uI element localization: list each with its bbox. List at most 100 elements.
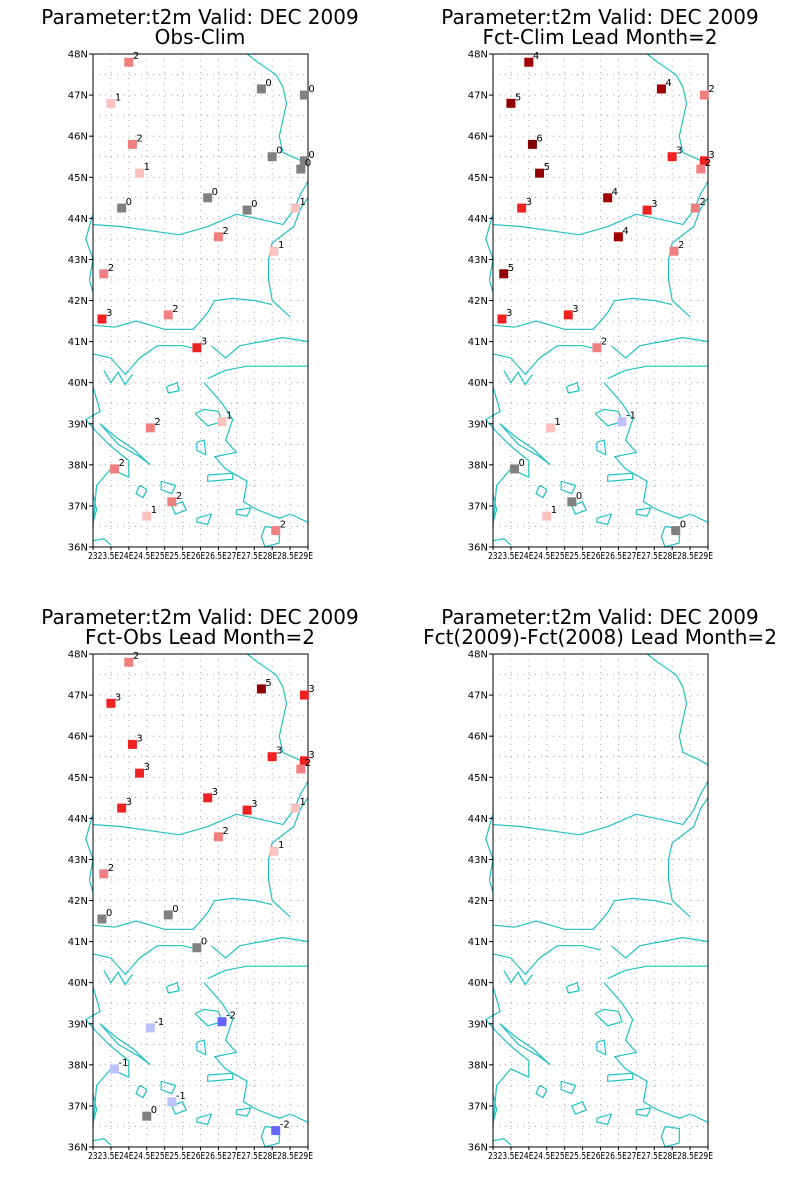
coastline (92, 1093, 98, 1123)
station-value-label: 4 (612, 187, 618, 198)
lat-tick-label: 42N (468, 296, 488, 307)
station-value-label: 2 (133, 51, 139, 62)
station-value-label: 5 (515, 92, 521, 103)
lat-tick-label: 37N (468, 501, 488, 512)
station-marker (99, 869, 109, 879)
coastline (92, 1138, 112, 1146)
station-marker (563, 310, 573, 320)
station-value-label: 4 (533, 51, 539, 62)
lat-tick-label: 46N (468, 132, 488, 143)
coastline (492, 345, 601, 376)
panel-fct-diff: Parameter:t2m Valid: DEC 2009 Fct(2009)-… (423, 605, 777, 1162)
station-value-label: 0 (212, 187, 218, 198)
station-value-label: 1 (299, 197, 305, 208)
station-marker (203, 793, 213, 803)
station-marker (499, 269, 509, 279)
station-value-label: 2 (172, 304, 178, 315)
station-marker (290, 203, 300, 213)
station-value-label: 2 (699, 197, 705, 208)
panel-title: Parameter:t2m Valid: DEC 2009 (41, 5, 358, 29)
coastline (596, 439, 607, 456)
station-marker (699, 156, 709, 166)
coastline (560, 1080, 577, 1095)
station-marker (213, 232, 223, 242)
station-value-label: 2 (678, 240, 684, 251)
station-value-label: 0 (680, 520, 686, 531)
station-marker (142, 511, 152, 521)
coastline (85, 814, 94, 893)
coastline (103, 370, 133, 386)
coastline (535, 1084, 548, 1099)
station-value-label: 3 (676, 146, 682, 157)
panel-title: Parameter:t2m Valid: DEC 2009 (441, 5, 758, 29)
lat-tick-label: 45N (468, 173, 488, 184)
station-marker (167, 1097, 177, 1107)
station-marker (535, 168, 545, 178)
station-value-label: 3 (526, 197, 532, 208)
lat-tick-label: 46N (68, 132, 88, 143)
lat-tick-label: 47N (468, 691, 488, 702)
station-marker (135, 168, 145, 178)
panel-subtitle: Fct-Clim Lead Month=2 (482, 25, 717, 49)
station-marker (127, 739, 137, 749)
coastline (610, 936, 709, 959)
lon-tick-labels: 2323.5E24E24.5E25E25.5E26E26.5E27E27.5E2… (88, 1151, 313, 1162)
station-value-label: 3 (106, 308, 112, 319)
station-marker (669, 246, 679, 256)
coastline (203, 382, 309, 523)
lat-tick-label: 44N (468, 214, 488, 225)
station-marker (667, 152, 677, 162)
station-value-label: 2 (601, 337, 607, 348)
station-value-label: 0 (576, 491, 582, 502)
station-value-label: 3 (572, 304, 578, 315)
coastline (492, 1093, 498, 1123)
station-marker (256, 684, 266, 694)
coastline (171, 1101, 188, 1115)
coastline (235, 507, 252, 517)
coastline (135, 1084, 148, 1099)
panel-title: Parameter:t2m Valid: DEC 2009 (41, 605, 358, 629)
lon-tick-labels: 2323.5E24E24.5E25E25.5E26E26.5E27E27.5E2… (488, 551, 713, 562)
lat-tick-label: 36N (68, 543, 88, 554)
station-marker (124, 57, 134, 67)
station-value-label: 2 (280, 520, 286, 531)
lat-tick-label: 43N (468, 855, 488, 866)
station-marker (203, 193, 213, 203)
lat-tick-label: 42N (68, 296, 88, 307)
station-marker (135, 768, 145, 778)
station-value-label: 0 (519, 458, 525, 469)
coastline (596, 513, 613, 526)
station-marker (97, 914, 107, 924)
coastline (594, 408, 623, 427)
coastline (485, 814, 494, 893)
station-marker (671, 526, 681, 536)
station-value-label: -1 (154, 1017, 164, 1028)
station-value-label: 3 (144, 762, 150, 773)
station-value-label: 0 (251, 199, 257, 210)
coastline (246, 53, 309, 166)
lat-tick-label: 39N (468, 1019, 488, 1030)
lat-tick-label: 43N (68, 255, 88, 266)
coastline (660, 1125, 680, 1148)
lat-tick-label: 36N (468, 1143, 488, 1154)
station-marker (106, 698, 116, 708)
station-marker (592, 343, 602, 353)
coastline (99, 423, 151, 466)
station-marker (269, 846, 279, 856)
coastline (246, 653, 309, 766)
lat-tick-label: 39N (468, 419, 488, 430)
coastline (594, 1008, 623, 1027)
lon-tick-labels: 2323.5E24E24.5E25E25.5E26E26.5E27E27.5E2… (488, 1151, 713, 1162)
lat-tick-label: 37N (68, 1101, 88, 1112)
coastline (92, 297, 273, 330)
station-marker (613, 232, 623, 242)
station-value-label: -1 (119, 1058, 129, 1069)
station-value-label: 4 (665, 78, 671, 89)
station-value-label: 3 (251, 799, 257, 810)
station-marker (510, 464, 519, 474)
station-marker (524, 57, 534, 67)
station-value-label: 2 (222, 226, 228, 237)
station-value-label: 3 (276, 746, 282, 757)
lat-tick-label: 48N (68, 650, 88, 661)
station-marker (97, 314, 107, 324)
